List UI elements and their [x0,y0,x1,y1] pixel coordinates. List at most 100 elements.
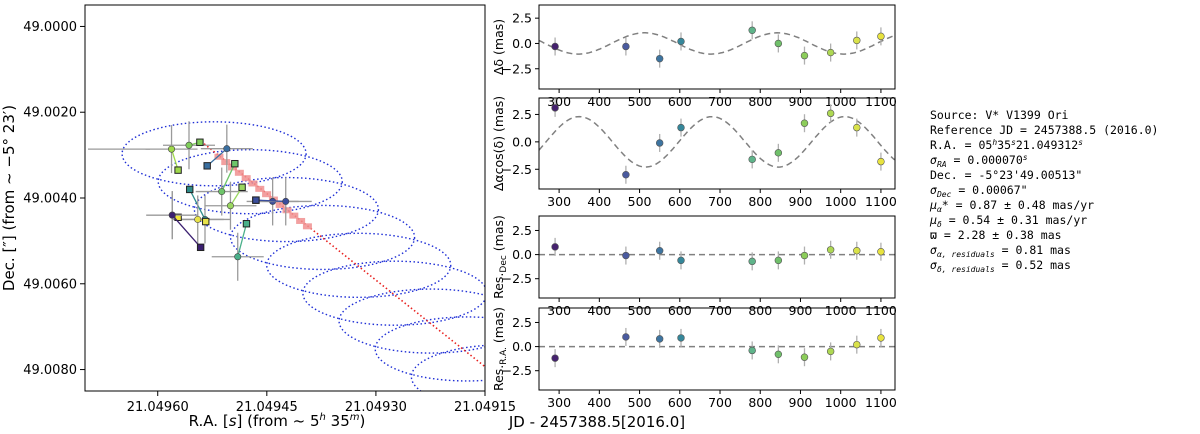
xtick-label: 700 [708,94,732,109]
parallax-ellipse [193,176,380,243]
panel-ylabel: Δδ (mas) [491,19,506,75]
data-point [655,247,664,255]
obs-point [168,145,176,153]
info-mu-alpha: μα* = 0.87 ± 0.48 mas/yr [929,198,1094,214]
info-sigma-ra: σRA = 0.000070s [930,153,1028,169]
data-point [551,104,559,112]
data-point [877,334,885,342]
parallax-ellipses [121,121,485,391]
panel-res-dec: 2.5 0.0 −2.5 300 400 500 600 700 800 900 1000 1100 R… [491,215,897,318]
obs-model-connector [255,199,286,203]
parallax-ellipse [374,316,485,382]
ytick-label: 0.0 [512,134,532,149]
data-point [655,335,664,343]
track-uncertainty-box [302,223,312,230]
panel-ylabel: Res.Dec (mas) [491,215,509,299]
info-dec: Dec. = -5°23'49.00513" [930,168,1082,182]
data-point [774,39,783,48]
xtick-label: 500 [628,194,652,209]
data-point [774,350,783,359]
xtick-label: 500 [628,94,652,109]
track-uncertainty-box [262,191,272,198]
obs-point [223,145,231,153]
data-point [853,340,861,349]
obs-model-square [203,162,211,170]
info-ref-jd: Reference JD = 2457388.5 (2016.0) [930,123,1158,137]
astrometry-ytick-label: 49.0060 [23,277,77,292]
data-point [622,42,630,51]
data-point [677,334,685,342]
data-point [677,256,685,265]
ytick-label: 2.5 [512,11,532,26]
xtick-label: 1000 [825,303,857,318]
parallax-ellipse [157,148,343,215]
xtick-label: 900 [789,303,813,318]
model-curve [538,32,895,55]
ytick-label: 0.0 [512,36,532,51]
info-sigma-delta-res: σδ, residuals = 0.52 mas [930,258,1071,274]
panel-frame [538,4,896,90]
parallax-ellipse [302,260,485,326]
track-uncertainty-box [296,217,306,224]
ytick-label: 0.0 [512,339,532,354]
data-point [826,246,835,254]
astrometry-xlabel: R.A. [s] (from ~ 5h 35m) [189,412,366,430]
track-uncertainty-box [255,185,265,192]
data-point [655,54,664,63]
info-box: Source: V* V1399 Ori Reference JD = 2457… [929,108,1158,274]
ytick-label: −2.5 [502,363,532,378]
xtick-label: 800 [748,194,772,209]
parallax-ellipse [338,288,485,354]
xtick-label: 400 [587,194,611,209]
info-mu-delta: μδ = 0.54 ± 0.31 mas/yr [929,213,1087,229]
xtick-label: 300 [547,194,571,209]
obs-point [185,141,193,149]
obs-model-connector [221,163,236,192]
info-ra: R.A. = 05h35s21.049312s [930,138,1083,152]
ytick-label: −2.5 [502,61,532,76]
astrometry-ylabel: Dec. [″] (from ~ −5° 23′) [0,105,18,291]
panel-delta-ra: 2.5 0.0 −2.5 300 400 500 600 700 800 900 1000 1100 Δ… [491,96,897,209]
info-parallax: ϖ = 2.28 ± 0.38 mas [930,228,1062,242]
data-point [551,42,559,51]
data-point [655,139,664,147]
obs-point [218,188,226,196]
xtick-label: 300 [547,303,571,318]
observations [88,121,312,281]
data-point [551,243,559,251]
ytick-label: 2.5 [512,107,532,122]
obs-point [168,211,176,219]
data-point [800,119,809,127]
data-point [877,247,885,256]
info-sigma-alpha-res: σα, residuals = 0.81 mas [930,243,1071,259]
astrometry-axes: 21.04960 21.04945 21.04930 21.04915 49.0000 4… [23,20,516,415]
obs-model-square [231,159,239,168]
astrometry-panel: 21.04960 21.04945 21.04930 21.04915 49.0000 4… [0,4,516,430]
xtick-label: 1000 [825,395,857,410]
data-point [622,251,630,260]
panel-res-ra: 2.5 0.0 −2.5 300 400 500 600 700 800 900 1000 1100 R… [491,307,897,410]
track-uncertainty-box [241,175,251,182]
xtick-label: 500 [628,303,652,318]
track-uncertainty-box [289,212,299,219]
data-point [877,157,885,166]
obs-model-square [174,166,182,174]
data-point [622,333,630,341]
data-point [774,256,783,265]
time-series-panels: 2.5 0.0 −2.5 300 400 500 600 700 800 900 1000 1100 Δ… [491,4,897,410]
data-point [677,123,685,132]
astrometry-ytick-label: 49.0040 [23,192,77,207]
xtick-label: 900 [789,395,813,410]
obs-model-square [238,183,246,191]
data-point [800,353,809,361]
obs-model-square [242,220,251,228]
xtick-label: 800 [748,94,772,109]
xtick-label: 1100 [865,94,897,109]
data-point [748,155,756,164]
obs-point [226,202,234,210]
xtick-label: 1100 [865,303,897,318]
panel-ylabel: Res.R.A. (mas) [491,307,509,391]
xtick-label: 1000 [825,94,857,109]
data-point [551,354,559,362]
